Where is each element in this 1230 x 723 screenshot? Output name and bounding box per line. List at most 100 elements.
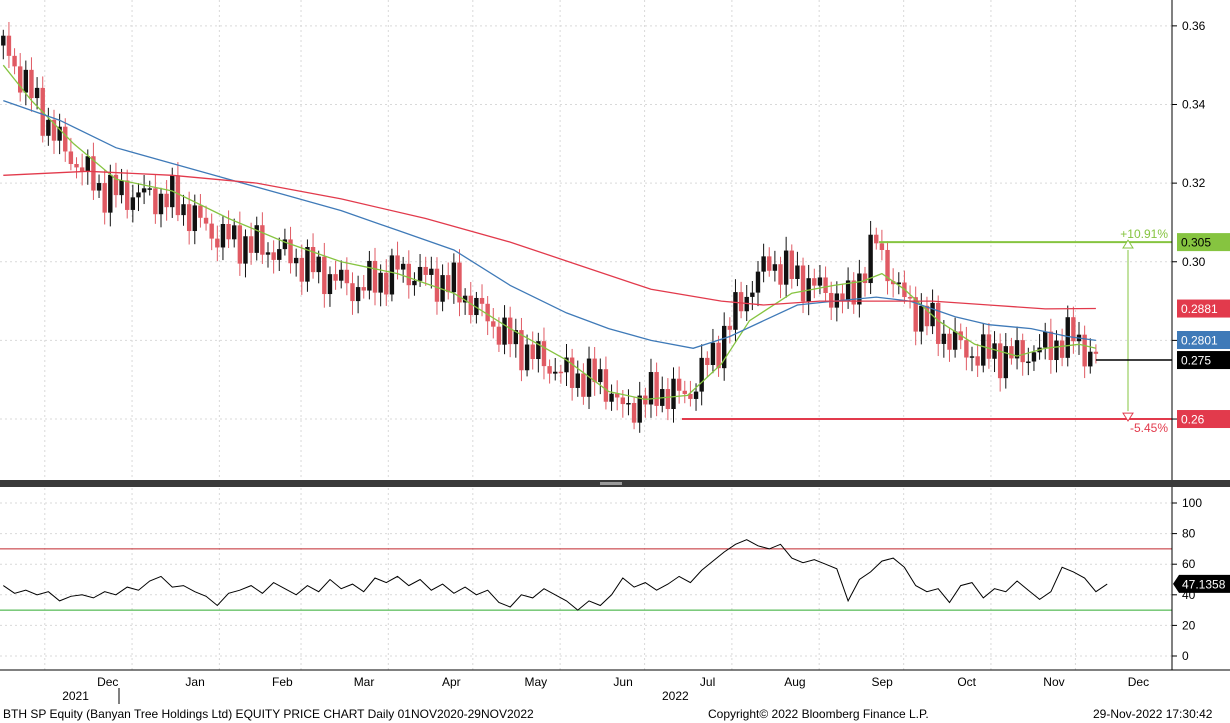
candle-body xyxy=(857,273,862,305)
candle-body xyxy=(693,391,699,399)
rsi-panel xyxy=(0,539,1172,611)
candle-body xyxy=(941,333,947,344)
candle-body xyxy=(406,263,412,286)
rsi-tick-label: 20 xyxy=(1182,618,1196,632)
candle-body xyxy=(479,297,485,304)
candle-body xyxy=(986,334,992,359)
candle-body xyxy=(665,389,671,410)
candle-body xyxy=(451,262,457,293)
x-year-label: 2022 xyxy=(662,689,689,703)
candle-body xyxy=(553,371,558,374)
candle-body xyxy=(147,188,152,190)
level-change-label: -5.45% xyxy=(1130,421,1168,435)
candle-body xyxy=(710,342,716,366)
level-tag-high: 0.305 xyxy=(1181,236,1211,250)
x-month-label: Jan xyxy=(185,675,204,689)
candle-body xyxy=(293,257,299,264)
candle-body xyxy=(682,390,687,394)
candle-body xyxy=(755,271,761,293)
x-year-label: 2021 xyxy=(62,689,89,703)
candle-body xyxy=(378,272,383,293)
candle-body xyxy=(913,297,918,332)
x-month-label: Jun xyxy=(613,675,632,689)
rsi-tick-label: 0 xyxy=(1182,649,1189,663)
candle-body xyxy=(299,257,304,282)
candle-body xyxy=(1093,351,1099,354)
moving-averages xyxy=(2,64,1097,401)
candle-body xyxy=(609,393,614,402)
x-month-label: Mar xyxy=(354,675,375,689)
x-month-label: Oct xyxy=(957,675,976,689)
candle-body xyxy=(243,236,248,264)
candle-body xyxy=(907,297,913,299)
candle-body xyxy=(91,156,96,191)
candle-body xyxy=(440,275,445,302)
candle-body xyxy=(981,334,986,366)
moving-average-line xyxy=(3,170,1096,310)
candle-body xyxy=(924,305,930,327)
candle-body xyxy=(305,247,310,282)
candle-body xyxy=(389,255,395,295)
candle-body xyxy=(575,373,580,388)
candle-body xyxy=(63,126,68,152)
candle-body xyxy=(248,236,254,253)
candle-body xyxy=(1031,352,1037,362)
candle-body xyxy=(637,395,642,423)
candle-body xyxy=(930,302,935,327)
equity-price-chart: +10.91%-5.45% 0.360.340.320.300.280.2610… xyxy=(0,0,1230,704)
candle-body xyxy=(344,269,350,284)
candle-body xyxy=(975,356,980,366)
up-arrow-icon xyxy=(1122,239,1134,249)
candle-body xyxy=(530,344,535,360)
candle-body xyxy=(355,287,361,302)
candle-body xyxy=(277,249,282,260)
candle-body xyxy=(772,264,778,271)
candle-body xyxy=(727,325,733,330)
x-month-label: Dec xyxy=(97,675,118,689)
candle-body xyxy=(823,277,828,293)
y-tick-label: 0.36 xyxy=(1182,19,1206,33)
candle-body xyxy=(592,358,597,383)
candle-body xyxy=(761,256,766,272)
x-month-label: Jul xyxy=(700,675,715,689)
candle-body xyxy=(446,275,451,293)
grid xyxy=(0,0,1172,670)
candle-body xyxy=(265,252,271,255)
candle-body xyxy=(23,69,29,93)
candle-body xyxy=(586,358,592,397)
rsi-tag-bg xyxy=(1173,574,1230,593)
candle-body xyxy=(547,366,552,374)
candle-body xyxy=(541,341,547,367)
candle-body xyxy=(361,287,366,291)
candle-body xyxy=(614,393,620,398)
candle-body xyxy=(130,197,136,210)
rsi-panel-bg xyxy=(0,488,1172,670)
candle-body xyxy=(57,126,62,141)
candle-body xyxy=(969,356,975,358)
candle-body xyxy=(603,369,609,402)
candle-body xyxy=(879,243,885,250)
candle-body xyxy=(885,249,890,282)
candle-body xyxy=(620,397,626,405)
candle-body xyxy=(952,331,958,350)
down-arrow-icon xyxy=(1122,412,1134,422)
candle-body xyxy=(800,265,806,302)
candle-body xyxy=(558,371,564,374)
candle-body xyxy=(874,234,879,244)
candle-body xyxy=(395,255,400,270)
candle-body xyxy=(429,268,434,275)
candle-body xyxy=(232,225,237,240)
candle-body xyxy=(17,66,23,93)
candle-body xyxy=(260,225,265,255)
y-tick-label: 0.34 xyxy=(1182,97,1206,111)
candle-body xyxy=(457,262,462,303)
last-price-tag-bg xyxy=(1177,351,1230,370)
candle-body xyxy=(68,151,74,165)
ma-red-tag-bg xyxy=(1177,299,1230,318)
candle-body xyxy=(631,402,637,423)
candle-body xyxy=(186,204,192,232)
candle-body xyxy=(890,281,896,285)
candle-body xyxy=(919,305,924,332)
candle-body xyxy=(1,35,6,46)
x-month-label: Dec xyxy=(1128,675,1149,689)
